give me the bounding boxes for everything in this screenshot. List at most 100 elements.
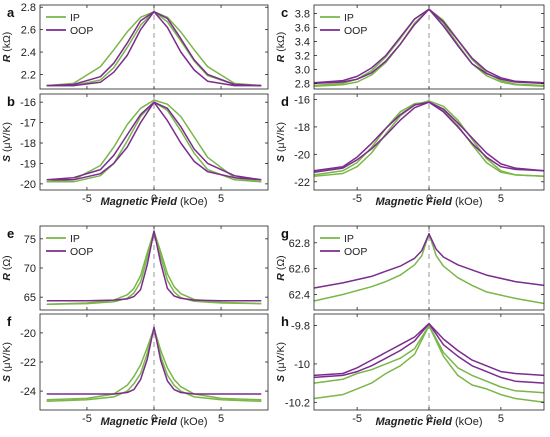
series-oop-1 [313, 233, 545, 289]
y-axis-unit: (μV/K) [1, 342, 13, 375]
y-axis-unit: (kΩ) [1, 32, 13, 55]
series-oop-3 [313, 101, 545, 172]
series-ip-0 [313, 100, 545, 178]
y-tick-label: 3.0 [295, 64, 310, 76]
x-axis-label-name: Magnetic Field [376, 416, 453, 428]
y-tick-label: -20 [294, 149, 310, 161]
x-tick-label: -5 [82, 193, 92, 205]
y-tick-label: -24 [20, 386, 36, 398]
y-axis-symbol: R [1, 273, 13, 281]
panel-h: -9.8 -10 -10.2 -5 0 5 h S (μV/K) [275, 313, 545, 425]
y-tick-label: -17 [20, 118, 36, 130]
y-tick-label: -16 [20, 97, 36, 109]
series-oop-3 [46, 10, 262, 87]
y-axis-symbol: R [1, 54, 13, 62]
y-tick-label: -20 [20, 328, 36, 340]
y-axis-label: S (μV/K) [1, 122, 13, 162]
legend-label-oop: OOP [344, 246, 367, 258]
x-tick-label: 0 [151, 193, 157, 205]
y-tick-label: 65 [24, 292, 36, 304]
y-tick-label: -10.2 [285, 397, 310, 409]
x-tick-label: 5 [498, 193, 504, 205]
y-tick-label: 2.2 [21, 69, 36, 81]
y-tick-label: 75 [24, 234, 36, 246]
legend-label-ip: IP [70, 233, 80, 245]
y-tick-label: -18 [294, 122, 310, 134]
legend-label-ip: IP [344, 233, 354, 245]
series-oop-2 [46, 326, 262, 395]
y-tick-label: -10 [294, 359, 310, 371]
y-tick-label: 2.8 [21, 2, 36, 14]
y-tick-label: 62.4 [289, 289, 310, 301]
panel-b: -16 -17 -18 -19 -20 -5 0 5 b S (μV/K) [1, 93, 269, 205]
series-ip-1 [313, 324, 545, 404]
x-tick-label: -5 [82, 413, 92, 425]
x-axis-label: Magnetic Field (kOe) [101, 416, 208, 428]
panel-d: -16 -18 -20 -22 -5 0 5 d S (μV/K) [275, 93, 545, 205]
x-axis-label-name: Magnetic Field [101, 416, 178, 428]
series-oop-2 [313, 322, 545, 377]
y-tick-label: 3.2 [295, 50, 310, 62]
y-tick-label: -22 [294, 177, 310, 189]
y-tick-label: 62.6 [289, 264, 310, 276]
x-tick-label: 5 [498, 413, 504, 425]
y-tick-label: 3.4 [295, 36, 310, 48]
y-axis-unit: (μV/K) [275, 122, 287, 155]
x-tick-label: 0 [151, 413, 157, 425]
x-tick-label: 0 [426, 193, 432, 205]
x-axis-label: Magnetic Field (kOe) [376, 196, 483, 208]
x-axis-label-name: Magnetic Field [101, 196, 178, 208]
y-axis-label: S (μV/K) [275, 342, 287, 382]
y-axis-unit: (kΩ) [275, 32, 287, 55]
panel-letter: b [7, 94, 15, 109]
y-axis-symbol: R [275, 54, 287, 62]
y-tick-label: 3.6 [295, 22, 310, 34]
panel-letter: c [281, 5, 288, 20]
y-axis-symbol: S [1, 375, 13, 382]
series-oop-3 [313, 8, 545, 85]
y-tick-label: -18 [20, 138, 36, 150]
y-axis-label: R (Ω) [275, 255, 287, 280]
y-axis-symbol: S [275, 155, 287, 162]
y-axis-symbol: S [275, 375, 287, 382]
legend-label-oop: OOP [70, 25, 93, 37]
legend-label-ip: IP [70, 12, 80, 24]
legend-label-oop: OOP [70, 246, 93, 258]
panel-letter: e [7, 226, 14, 241]
series-oop-3 [46, 101, 262, 181]
y-tick-label: -19 [20, 158, 36, 170]
panel-letter: f [7, 314, 12, 329]
x-tick-label: 5 [218, 193, 224, 205]
x-tick-label: -5 [352, 413, 362, 425]
legend-label-oop: OOP [344, 25, 367, 37]
x-axis-label-unit: (kOe) [452, 416, 483, 428]
panel-letter: g [281, 226, 289, 241]
x-axis-label-unit: (kOe) [177, 416, 208, 428]
y-axis-label: S (μV/K) [1, 342, 13, 382]
y-axis-label: R (kΩ) [275, 32, 287, 63]
panel-letter: d [281, 94, 289, 109]
y-tick-label: -9.8 [291, 321, 310, 333]
y-axis-unit: (Ω) [1, 255, 13, 273]
y-tick-label: -16 [294, 94, 310, 106]
y-tick-label: 2.8 [295, 78, 310, 90]
x-axis-label-unit: (kOe) [452, 196, 483, 208]
panel-letter: a [7, 5, 15, 20]
x-axis-label-name: Magnetic Field [376, 196, 453, 208]
y-axis-symbol: S [1, 155, 13, 162]
y-axis-label: R (Ω) [1, 255, 13, 280]
y-tick-label: 3.8 [295, 8, 310, 20]
y-tick-label: 2.6 [21, 25, 36, 37]
x-axis-label: Magnetic Field (kOe) [376, 416, 483, 428]
y-axis-unit: (μV/K) [1, 122, 13, 155]
y-axis-unit: (μV/K) [275, 342, 287, 375]
panel-letter: h [281, 314, 289, 329]
series-oop-3 [313, 322, 545, 384]
y-tick-label: -20 [20, 179, 36, 191]
